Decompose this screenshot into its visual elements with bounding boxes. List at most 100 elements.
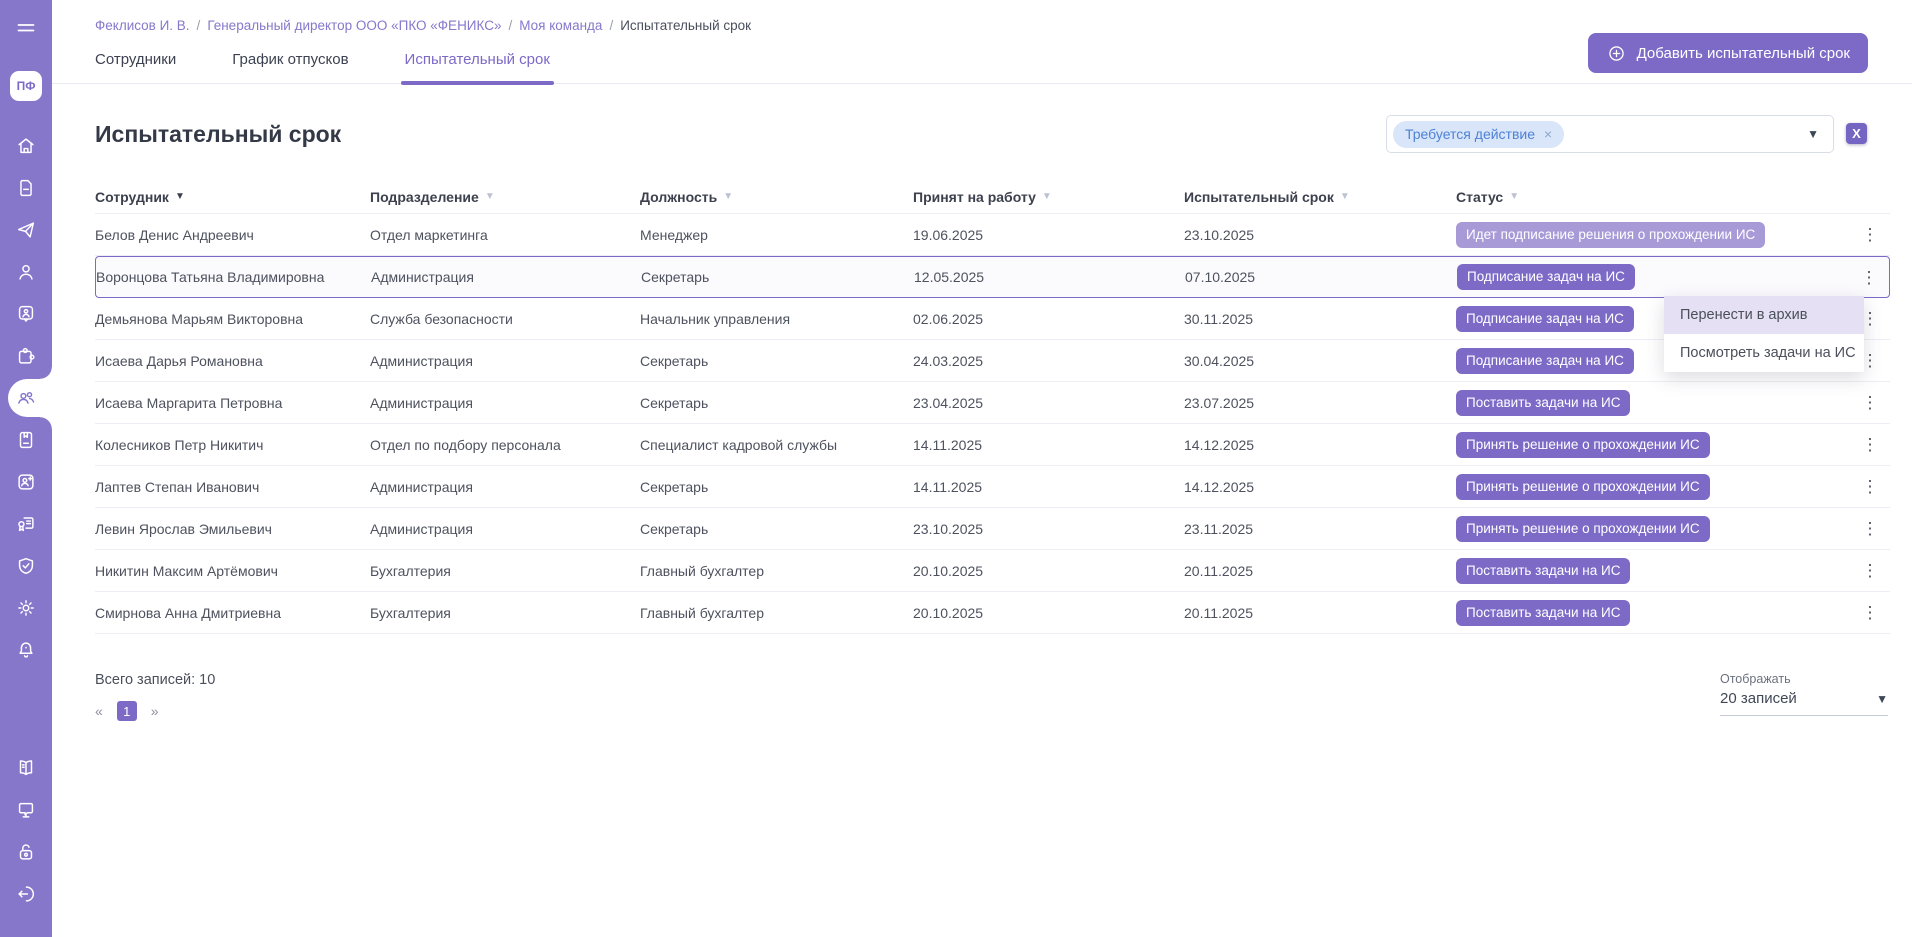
user-icon <box>19 264 33 280</box>
row-menu-button[interactable]: ⋮ <box>1850 394 1890 411</box>
cell-probation-date: 20.11.2025 <box>1184 562 1254 579</box>
per-page-select[interactable]: Отображать 20 записей ▼ <box>1720 672 1888 716</box>
table-row[interactable]: Смирнова Анна Дмитриевна Бухгалтерия Гла… <box>95 592 1890 634</box>
column-header[interactable]: Испытательный срок ▼ <box>1184 188 1350 205</box>
sidebar-item-logout[interactable] <box>0 873 52 915</box>
column-header[interactable]: Подразделение ▼ <box>370 188 495 205</box>
current-page-button[interactable]: 1 <box>116 701 137 721</box>
sort-arrow-icon[interactable]: ▼ <box>1509 191 1520 202</box>
cell-employee: Исаева Маргарита Петровна <box>95 394 283 411</box>
row-menu-button[interactable]: ⋮ <box>1850 562 1890 579</box>
cell-hired-date: 14.11.2025 <box>913 436 983 453</box>
row-menu-button[interactable]: ⋮ <box>1850 226 1890 243</box>
breadcrumb: Феклисов И. В. / Генеральный директор ООО … <box>52 0 1912 33</box>
pagination: « 1 » <box>95 701 215 721</box>
hamburger-icon <box>17 24 35 32</box>
app-logo[interactable]: ПФ <box>10 71 42 101</box>
support-chat-icon <box>18 802 34 818</box>
sidebar-item-profile[interactable] <box>0 251 52 293</box>
sidebar-item-security[interactable] <box>0 545 52 587</box>
cell-position: Главный бухгалтер <box>640 562 764 579</box>
paper-plane-icon <box>17 222 35 238</box>
context-menu-item[interactable]: Перенести в архив <box>1664 296 1864 334</box>
status-badge: Идет подписание решения о прохождении ИС <box>1456 221 1766 248</box>
column-header[interactable]: Сотрудник ▼ <box>95 188 185 205</box>
table-row[interactable]: Колесников Петр Никитич Отдел по подбору… <box>95 424 1890 466</box>
table-row[interactable]: Лаптев Степан Иванович Администрация Сек… <box>95 466 1890 508</box>
breadcrumb-separator: / <box>609 18 614 33</box>
table-row[interactable]: Левин Ярослав Эмильевич Администрация Се… <box>95 508 1890 550</box>
table-header: Сотрудник ▼ Подразделение ▼ Должность ▼ … <box>95 180 1890 214</box>
column-header[interactable]: Принят на работу ▼ <box>913 188 1052 205</box>
bell-icon <box>19 642 33 658</box>
cell-employee: Никитин Максим Артёмович <box>95 562 278 579</box>
row-menu-button[interactable]: ⋮ <box>1849 269 1889 286</box>
sidebar-item-documents[interactable] <box>0 167 52 209</box>
sidebar-item-recruitment[interactable] <box>0 461 52 503</box>
cell-position: Секретарь <box>640 478 709 495</box>
total-records: Всего записей: 10 <box>95 672 216 688</box>
status-filter-select[interactable]: Требуется действие × ▼ <box>1386 115 1834 153</box>
sidebar-item-settings[interactable] <box>0 587 52 629</box>
breadcrumb-separator: / <box>196 18 201 33</box>
cell-hired-date: 14.11.2025 <box>913 478 983 495</box>
cell-hired-date: 24.03.2025 <box>913 352 984 369</box>
status-badge: Принять решение о прохождении ИС <box>1456 473 1710 500</box>
tabs: Сотрудники График отпусков Испытательный с… <box>95 49 1888 85</box>
row-menu-button[interactable]: ⋮ <box>1850 310 1890 327</box>
filter-chip[interactable]: Требуется действие × <box>1393 120 1565 148</box>
breadcrumb-link[interactable]: Моя команда <box>519 18 603 33</box>
table-row[interactable]: Исаева Дарья Романовна Администрация Сек… <box>95 340 1890 382</box>
breadcrumb-link[interactable]: Генеральный директор ООО «ПКО «ФЕНИКС» <box>207 18 502 33</box>
row-menu-button[interactable]: ⋮ <box>1850 478 1890 495</box>
breadcrumb-link[interactable]: Феклисов И. В. <box>95 18 190 33</box>
sidebar-item-knowledge-base[interactable] <box>0 747 52 789</box>
cell-hired-date: 12.05.2025 <box>914 269 985 285</box>
cell-department: Бухгалтерия <box>370 562 451 579</box>
table-row[interactable]: Воронцова Татьяна Владимировна Администр… <box>95 256 1890 298</box>
per-page-value: 20 записей <box>1720 690 1797 707</box>
add-probation-button[interactable]: Добавить испытательный срок <box>1587 33 1868 73</box>
tab-active[interactable]: Испытательный срок <box>400 49 555 85</box>
tab-item[interactable]: График отпусков <box>232 49 348 83</box>
sort-arrow-icon[interactable]: ▼ <box>1339 191 1350 202</box>
row-menu-button[interactable]: ⋮ <box>1850 604 1890 621</box>
sidebar-item-handbook-journal[interactable] <box>0 419 52 461</box>
prev-page-button[interactable]: « <box>95 703 103 719</box>
table-row[interactable]: Никитин Максим Артёмович Бухгалтерия Гла… <box>95 550 1890 592</box>
row-menu-button[interactable]: ⋮ <box>1850 436 1890 453</box>
sidebar-item-employee-card[interactable] <box>0 293 52 335</box>
sort-arrow-icon[interactable]: ▼ <box>1041 191 1052 202</box>
sort-arrow-icon[interactable]: ▼ <box>174 191 185 202</box>
sidebar-item-my-team[interactable] <box>0 367 52 429</box>
sort-arrow-icon[interactable]: ▼ <box>723 191 734 202</box>
table-row[interactable]: Белов Денис Андреевич Отдел маркетинга М… <box>95 214 1890 256</box>
sidebar-item-certificates[interactable] <box>0 503 52 545</box>
cell-hired-date: 02.06.2025 <box>913 310 984 327</box>
excel-export-button[interactable]: X <box>1846 114 1888 154</box>
sidebar-item-integrations[interactable] <box>0 335 52 377</box>
menu-toggle-button[interactable] <box>14 16 38 43</box>
row-menu-button[interactable]: ⋮ <box>1850 520 1890 537</box>
sidebar-item-support[interactable] <box>0 789 52 831</box>
column-header[interactable]: Должность ▼ <box>640 188 734 205</box>
tab-item[interactable]: Сотрудники <box>95 49 176 83</box>
sidebar-item-notifications[interactable] <box>0 629 52 671</box>
sidebar-item-send[interactable] <box>0 209 52 251</box>
sidebar-item-home[interactable] <box>0 125 52 167</box>
row-menu-button[interactable]: ⋮ <box>1850 352 1890 369</box>
table-row[interactable]: Исаева Маргарита Петровна Администрация … <box>95 382 1890 424</box>
context-menu-item[interactable]: Посмотреть задачи на ИС <box>1680 345 1856 361</box>
next-page-button[interactable]: » <box>150 703 159 719</box>
chip-remove-icon[interactable]: × <box>1544 125 1553 142</box>
breadcrumb-separator: / <box>508 18 513 33</box>
cell-probation-date: 20.11.2025 <box>1184 604 1254 621</box>
sidebar-nav <box>0 125 52 937</box>
cell-probation-date: 23.10.2025 <box>1184 226 1255 243</box>
column-header[interactable]: Статус ▼ <box>1456 188 1520 205</box>
cell-probation-date: 30.04.2025 <box>1184 352 1255 369</box>
sort-arrow-icon[interactable]: ▼ <box>484 191 495 202</box>
cell-employee: Левин Ярослав Эмильевич <box>95 520 272 537</box>
sidebar-item-access[interactable] <box>0 831 52 873</box>
table-row[interactable]: Демьянова Марьям Викторовна Служба безоп… <box>95 298 1890 340</box>
